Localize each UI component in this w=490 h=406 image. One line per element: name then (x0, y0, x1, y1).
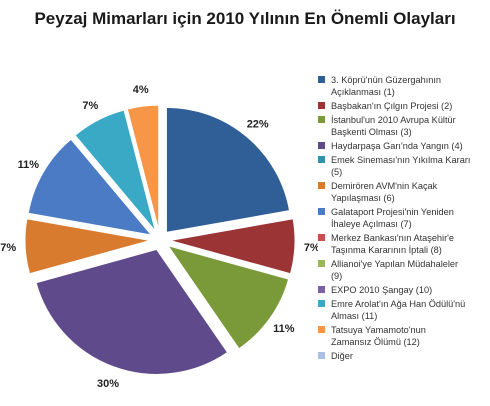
legend-label: Diğer (331, 351, 353, 361)
legend-item-13: Diğer (318, 350, 488, 362)
legend-item-12: Tatsuya Yamamoto'nun Zamansız Ölümü (12) (318, 324, 488, 348)
pie-slice-3 (166, 244, 290, 350)
pie-slice-12 (126, 104, 160, 231)
legend-swatch (318, 208, 325, 215)
legend-swatch (318, 352, 325, 359)
legend-label: Allianoi'ye Yapılan Müdahaleler (9) (331, 259, 459, 281)
legend-item-7: Galataport Projesi'nin Yeniden İhaleye A… (318, 206, 488, 230)
slice-data-label-2: 7% (304, 242, 318, 254)
legend-label: Emre Arolat'ın Ağa Han Ödülü'nü Alması (… (331, 299, 466, 321)
legend-swatch (318, 326, 325, 333)
legend-label: 3. Köprü'nün Güzergahının Açıklanması (1… (331, 75, 442, 97)
legend-item-3: İstanbul'un 2010 Avrupa Kültür Başkenti … (318, 114, 488, 138)
slice-data-label-12: 4% (133, 84, 149, 96)
legend-item-4: Haydarpaşa Garı'nda Yangın (4) (318, 140, 488, 152)
legend-item-2: Başbakan'ın Çılgın Projesi (2) (318, 100, 488, 112)
legend-item-10: EXPO 2010 Şangay (10) (318, 284, 488, 296)
legend-swatch (318, 286, 325, 293)
legend-swatch (318, 76, 325, 83)
legend-item-1: 3. Köprü'nün Güzergahının Açıklanması (1… (318, 74, 488, 98)
legend-label: Demirören AVM'nin Kaçak Yapılaşması (6) (331, 181, 438, 203)
legend-label: Haydarpaşa Garı'nda Yangın (4) (331, 141, 463, 151)
slice-data-label-3: 11% (273, 323, 295, 335)
legend-swatch (318, 300, 325, 307)
legend-label: Tatsuya Yamamoto'nun Zamansız Ölümü (12) (331, 325, 426, 347)
pie-slice-4 (35, 248, 229, 375)
legend-swatch (318, 142, 325, 149)
legend-item-11: Emre Arolat'ın Ağa Han Ödülü'nü Alması (… (318, 298, 488, 322)
pie-slice-1 (165, 106, 291, 233)
legend-item-9: Allianoi'ye Yapılan Müdahaleler (9) (318, 258, 488, 282)
legend-label: Başbakan'ın Çılgın Projesi (2) (331, 101, 453, 111)
slice-data-label-7: 11% (18, 159, 40, 171)
slice-data-label-6: 7% (0, 242, 16, 254)
legend-item-5: Emek Sineması'nın Yıkılma Kararı (5) (318, 154, 488, 178)
legend-label: EXPO 2010 Şangay (10) (331, 285, 433, 295)
legend-item-8: Merkez Bankası'nın Ataşehir'e Taşınma Ka… (318, 232, 488, 256)
legend-swatch (318, 182, 325, 189)
chart-title: Peyzaj Mimarları için 2010 Yılının En Ön… (34, 9, 456, 28)
legend-swatch (318, 156, 325, 163)
legend-label: İstanbul'un 2010 Avrupa Kültür Başkenti … (331, 115, 456, 137)
legend-label: Galataport Projesi'nin Yeniden İhaleye A… (331, 207, 454, 229)
legend-swatch (318, 102, 325, 109)
pie-slice-2 (169, 218, 296, 275)
legend-swatch (318, 116, 325, 123)
pie-slice-11 (74, 109, 156, 232)
legend-label: Emek Sineması'nın Yıkılma Kararı (5) (331, 155, 471, 177)
legend-swatch (318, 260, 325, 267)
pie-slice-6 (24, 218, 151, 275)
legend-label: Merkez Bankası'nın Ataşehir'e Taşınma Ka… (331, 233, 455, 255)
slice-data-label-1: 22% (247, 119, 269, 131)
pie-slice-7 (27, 138, 153, 236)
legend: 3. Köprü'nün Güzergahının Açıklanması (1… (318, 74, 488, 364)
slice-data-label-4: 30% (97, 378, 119, 390)
slice-data-label-11: 7% (82, 100, 98, 112)
pie-chart: 22% 7% 11% 30% 7% 11% 7% 4% (0, 84, 318, 390)
legend-swatch (318, 234, 325, 241)
legend-item-6: Demirören AVM'nin Kaçak Yapılaşması (6) (318, 180, 488, 204)
